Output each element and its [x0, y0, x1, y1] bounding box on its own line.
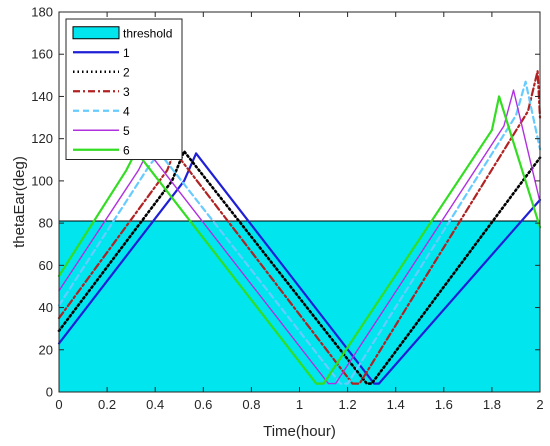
y-tick-label: 0 [46, 385, 53, 400]
x-tick-label: 1.8 [483, 397, 501, 412]
x-tick-label: 1 [296, 397, 303, 412]
series-lines [57, 69, 542, 385]
y-tick-label: 60 [39, 258, 53, 273]
y-tick-label: 20 [39, 342, 53, 357]
x-tick-label: 0.4 [146, 397, 164, 412]
legend-label-4: 4 [123, 104, 130, 118]
series-6-line [57, 95, 542, 385]
x-tick-label: 0 [55, 397, 62, 412]
x-tick-label: 2 [536, 397, 543, 412]
legend-items: 1 2 3 4 5 6 [73, 46, 130, 157]
threshold-area [59, 221, 540, 392]
x-axis: 0 0.2 0.4 0.6 0.8 1 1.2 1.4 1.6 1.8 2 [55, 12, 544, 412]
legend: threshold 1 2 3 4 5 6 [65, 18, 183, 160]
x-tick-label: 1.6 [435, 397, 453, 412]
series-3-line [57, 69, 542, 385]
y-tick-label: 160 [31, 47, 53, 62]
y-tick-label: 120 [31, 131, 53, 146]
y-tick-label: 40 [39, 300, 53, 315]
legend-label-6: 6 [123, 143, 130, 157]
y-tick-label: 140 [31, 89, 53, 104]
legend-box [65, 18, 183, 160]
x-tick-label: 1.4 [387, 397, 405, 412]
legend-threshold-swatch [72, 26, 120, 40]
series-2-line [57, 150, 542, 385]
y-axis: 0 20 40 60 80 100 120 140 160 180 [31, 5, 540, 400]
y-tick-label: 80 [39, 216, 53, 231]
y-tick-label: 100 [31, 173, 53, 188]
y-tick-label: 180 [31, 5, 53, 20]
y-axis-label: thetaEar(deg) [11, 156, 28, 248]
x-tick-label: 0.6 [194, 397, 212, 412]
series-1-line [57, 152, 542, 385]
x-axis-label: Time(hour) [263, 423, 336, 440]
series-5-line [58, 89, 541, 385]
series-4-line [57, 80, 542, 385]
legend-label-1: 1 [123, 46, 130, 60]
x-tick-label: 0.8 [242, 397, 260, 412]
x-tick-label: 0.2 [98, 397, 116, 412]
x-tick-label: 1.2 [339, 397, 357, 412]
legend-label-3: 3 [123, 85, 130, 99]
legend-label-2: 2 [123, 65, 130, 79]
plot-area [57, 11, 542, 393]
legend-threshold-label: threshold [123, 26, 172, 40]
legend-label-5: 5 [123, 124, 130, 138]
